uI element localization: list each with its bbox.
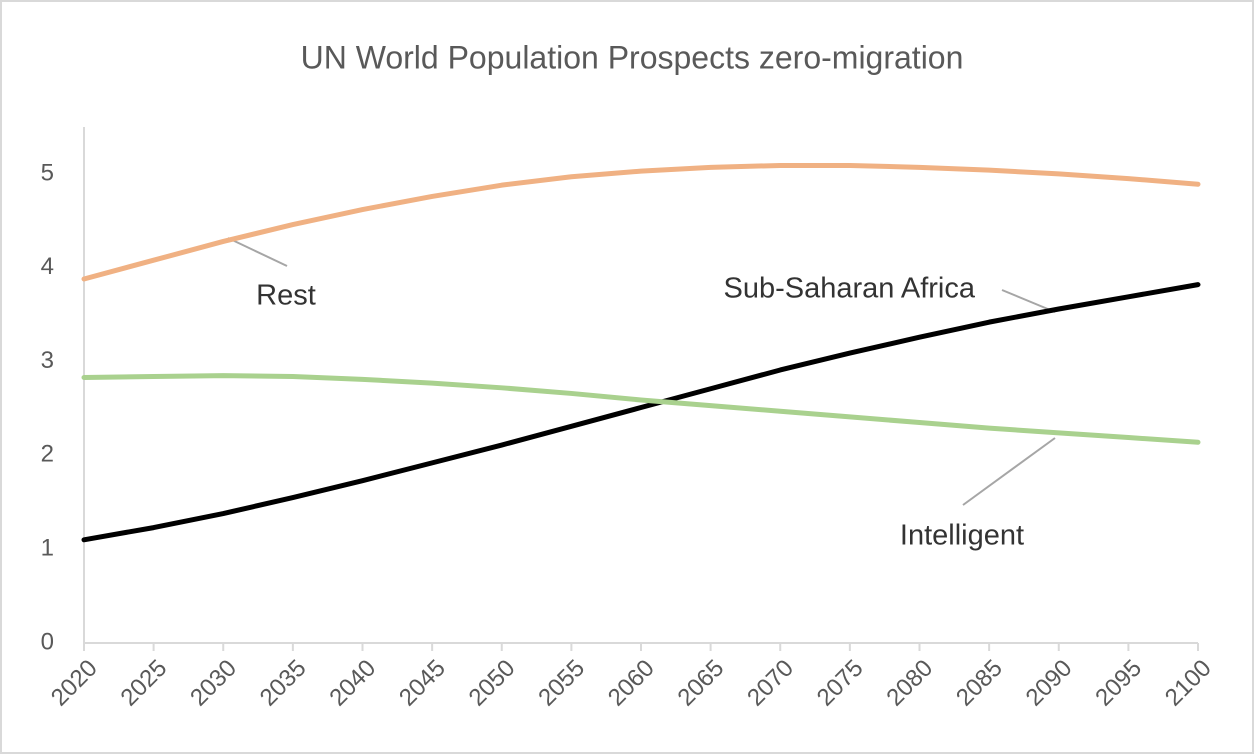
y-tick-label: 0 [41, 628, 54, 655]
series-line [81, 162, 1201, 282]
series-annotation: Rest [256, 280, 316, 312]
chart-title: UN World Population Prospects zero-migra… [301, 39, 964, 75]
series-annotation: Sub-Saharan Africa [724, 273, 976, 305]
y-tick-label: 2 [41, 441, 54, 468]
y-tick-label: 5 [41, 159, 54, 186]
series-line [81, 373, 1201, 445]
leader-line [962, 437, 1056, 506]
leader-line [1001, 289, 1056, 313]
leader-line [227, 237, 288, 267]
y-tick-label: 3 [41, 347, 54, 374]
series-annotation: Intelligent [900, 520, 1024, 552]
y-tick-label: 4 [41, 253, 54, 280]
series-line [81, 282, 1201, 543]
y-tick-label: 1 [41, 535, 54, 562]
